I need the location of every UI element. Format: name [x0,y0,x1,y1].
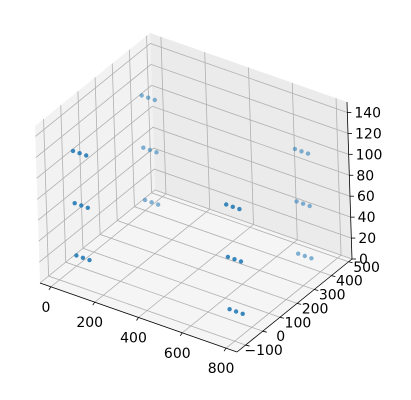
data-point [307,203,312,209]
y-tick-label: 200 [302,301,329,317]
z-grid-line [38,147,351,242]
y-tick-mark [348,261,353,264]
z-grid-line [39,168,352,263]
data-point [154,150,159,155]
side-pane [35,33,155,283]
z-tick-label: 0 [359,252,368,268]
z-grid-line [35,43,348,137]
data-point [237,206,242,212]
y-tick-label: 400 [336,274,363,290]
data-point [294,199,299,204]
data-point [292,146,298,152]
y-tick-mark [245,344,250,347]
z-grid-line [36,84,349,179]
data-point [227,307,232,312]
x-tick-label: 400 [120,331,147,347]
data-point [152,97,157,103]
z-grid-line [37,105,350,200]
z-tick-label: 120 [355,126,382,142]
y-tick-mark [262,330,267,333]
data-point [85,205,91,210]
data-point [296,251,301,256]
data-point [155,202,161,207]
tick-labels: 0200400600800−10001002003004005000204060… [41,105,382,377]
y-tick-mark [314,289,319,291]
x-tick-mark [136,317,139,321]
data-point [141,145,146,150]
data-point [309,256,314,261]
x-tick-label: 0 [41,300,50,316]
y-tick-label: 300 [319,288,346,304]
data-points [70,93,314,316]
z-tick-label: 40 [358,210,376,226]
z-grid-line [35,63,349,158]
data-point [224,202,229,207]
data-point [225,254,231,260]
data-point [299,149,304,154]
data-point [74,253,79,258]
data-point [146,95,151,100]
x-tick-mark [92,301,96,306]
z-tick-label: 140 [354,105,381,121]
y-tick-label: 0 [276,329,285,345]
z-tick-label: 100 [356,147,383,163]
z-grid-line [39,189,353,284]
data-point [72,201,77,206]
x-tick-label: 200 [76,315,103,331]
data-point [240,311,245,316]
y-tick-mark [331,275,336,278]
x-tick-label: 600 [164,346,191,362]
data-point [232,257,237,262]
data-point [300,201,306,206]
y-tick-mark [279,316,285,319]
z-tick-label: 20 [358,231,376,247]
y-tick-label: 500 [353,260,380,276]
data-point [142,197,148,203]
data-point [77,151,82,156]
data-point [149,200,154,205]
z-grid-line [37,126,351,221]
data-point [87,257,92,263]
data-point [233,309,239,314]
y-axis-line [236,258,353,353]
z-axis-line [346,101,353,260]
data-point [70,148,76,154]
data-point [302,253,307,259]
x-tick-mark [179,332,183,337]
z-tick-label: 60 [357,189,375,205]
data-point [238,259,244,264]
y-tick-label: −100 [244,343,282,359]
y-tick-mark [296,303,302,305]
data-point [84,153,89,158]
data-point [139,93,144,98]
data-point [147,147,153,153]
data-point [230,204,235,209]
x-tick-label: 800 [208,361,235,377]
x-tick-mark [48,286,52,291]
x-tick-mark [223,347,227,352]
data-point [80,255,86,260]
data-point [305,151,311,156]
z-tick-label: 80 [356,168,374,184]
grid-lines [35,35,353,349]
data-point [79,203,84,208]
y-tick-label: 100 [285,315,312,331]
